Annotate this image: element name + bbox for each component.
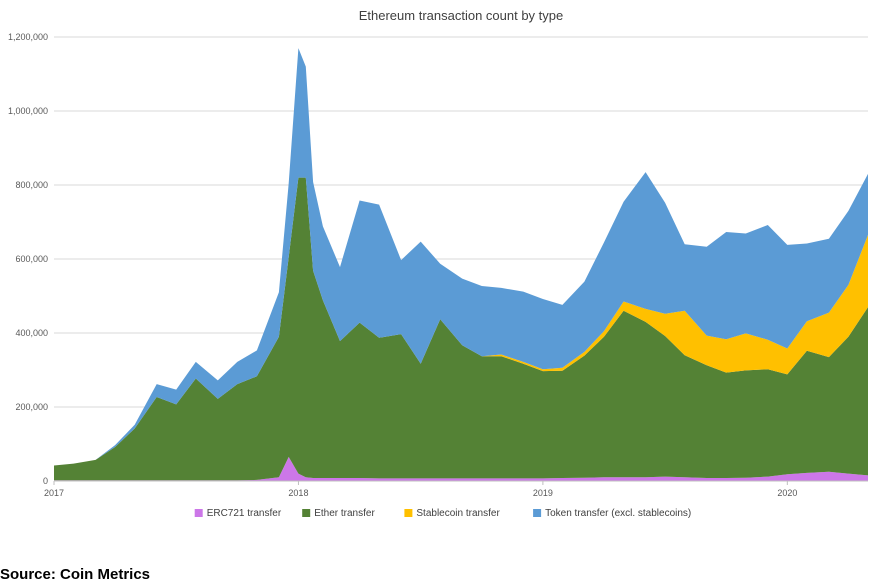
- area-erc721-transfer: [54, 456, 868, 481]
- area-ether-transfer: [54, 177, 868, 481]
- y-tick-label: 400,000: [15, 328, 48, 338]
- legend-swatch: [533, 509, 542, 517]
- y-tick-label: 0: [43, 476, 48, 486]
- area-token-transfer-excl-stablecoins: [54, 48, 868, 466]
- y-tick-label: 1,200,000: [8, 32, 48, 42]
- source-note: Source: Coin Metrics: [0, 566, 151, 583]
- y-tick-label: 600,000: [15, 254, 48, 264]
- x-tick-label: 2020: [777, 488, 797, 498]
- legend-swatch: [302, 509, 311, 517]
- chart-area: Ethereum transaction count by type 0 200,0…: [7, 8, 868, 519]
- legend-label: Stablecoin transfer: [416, 508, 500, 519]
- legend-label: ERC721 transfer: [207, 508, 282, 519]
- y-tick-label: 200,000: [15, 402, 48, 412]
- chart-title: Ethereum transaction count by type: [359, 8, 564, 23]
- x-tick-label: 2017: [44, 488, 64, 498]
- y-tick-label: 1,000,000: [8, 106, 48, 116]
- legend-label: Token transfer (excl. stablecoins): [545, 508, 691, 519]
- legend-swatch: [194, 509, 203, 517]
- x-tick-label: 2019: [533, 488, 553, 498]
- x-tick-label: 2018: [288, 488, 308, 498]
- stacked-area-chart: Ethereum transaction count by type 0 200,0…: [8, 8, 868, 519]
- legend-label: Ether transfer: [314, 508, 375, 519]
- y-tick-label: 800,000: [15, 180, 48, 190]
- legend-swatch: [404, 509, 413, 517]
